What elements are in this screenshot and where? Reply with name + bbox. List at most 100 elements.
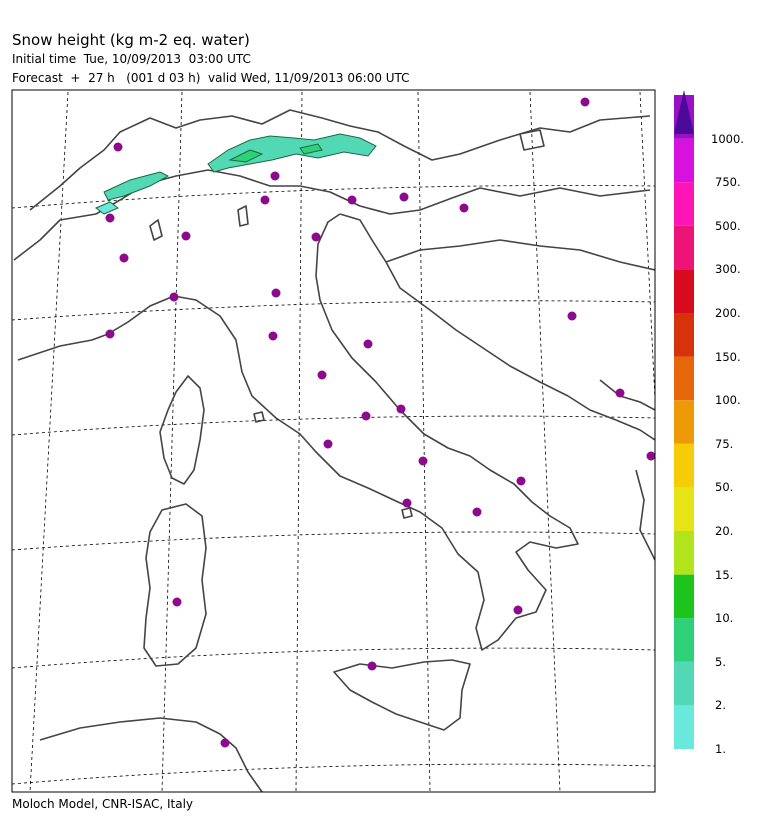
station-marker — [363, 339, 373, 349]
snow-patch — [95, 201, 119, 215]
meridian-line — [295, 91, 303, 792]
meridian-line — [29, 91, 69, 792]
legend-label: 500. — [715, 218, 741, 233]
station-marker — [472, 507, 482, 517]
station-marker — [396, 404, 406, 414]
graticule — [12, 91, 655, 792]
meridian-line — [417, 91, 431, 792]
legend-label: 750. — [715, 175, 741, 190]
station-marker — [567, 311, 577, 321]
station-marker — [513, 605, 523, 615]
legend-swatch — [674, 400, 694, 444]
legend-label: 1. — [715, 742, 726, 756]
station-marker — [311, 232, 321, 242]
station-marker — [113, 142, 123, 152]
sardinia-coastline — [143, 503, 207, 667]
lake-outline — [519, 129, 545, 151]
legend-swatch — [674, 313, 694, 357]
station-marker — [459, 203, 469, 213]
station-marker — [181, 231, 191, 241]
italy-coastline — [107, 213, 579, 651]
station-marker — [119, 253, 129, 263]
station-marker — [367, 661, 377, 671]
legend-swatch — [674, 574, 694, 619]
corsica-coastline — [159, 375, 205, 485]
legend-label: 75. — [715, 436, 734, 451]
station-marker — [172, 597, 182, 607]
snow-cover — [95, 133, 377, 215]
border-line — [29, 185, 61, 211]
station-marker — [169, 292, 179, 302]
legend-label: 50. — [715, 480, 734, 495]
station-marker — [418, 456, 428, 466]
legend-label: 1000. — [711, 131, 744, 146]
station-marker — [105, 213, 115, 223]
island-coastline — [253, 411, 265, 423]
legend-swatch — [674, 356, 694, 401]
coastlines — [13, 109, 655, 792]
legend-label: 150. — [715, 349, 741, 364]
legend-swatch — [674, 705, 694, 749]
border-line — [13, 213, 97, 261]
station-marker — [260, 195, 270, 205]
station-marker — [270, 171, 280, 181]
legend-label: 10. — [715, 611, 734, 626]
station-marker — [323, 439, 333, 449]
station-marker — [271, 288, 281, 298]
station-marker — [220, 738, 230, 748]
parallel-line — [12, 185, 655, 209]
legend-top-arrow — [674, 90, 694, 134]
africa-coastline — [39, 717, 263, 792]
legend-swatch — [674, 531, 694, 575]
legend-label: 5. — [715, 654, 726, 669]
legend-swatch — [674, 487, 694, 531]
map-title: Snow height (kg m-2 eq. water) — [12, 31, 250, 49]
legend-swatch — [674, 138, 694, 183]
border-line — [95, 169, 651, 215]
stations — [105, 97, 655, 748]
legend-swatch — [674, 443, 694, 488]
station-marker — [399, 192, 409, 202]
legend-swatch — [674, 182, 694, 226]
station-marker — [268, 331, 278, 341]
station-marker — [361, 411, 371, 421]
border-line — [635, 469, 655, 561]
initial-time-label: Initial time Tue, 10/09/2013 03:00 UTC — [12, 52, 251, 66]
legend-swatch — [674, 269, 694, 313]
map-frame — [11, 89, 656, 793]
legend-swatch — [674, 225, 694, 270]
island-coastline — [401, 507, 413, 519]
snow-patch — [207, 133, 377, 173]
parallel-line — [12, 531, 655, 551]
parallel-line — [12, 415, 655, 436]
parallel-line — [12, 763, 655, 785]
sicily-coastline — [333, 659, 471, 731]
legend-label: 15. — [715, 567, 734, 582]
parallel-line — [12, 647, 655, 669]
station-marker — [105, 329, 115, 339]
snow-patch — [103, 171, 170, 201]
meridian-line — [529, 91, 561, 792]
station-marker — [615, 388, 625, 398]
station-marker — [402, 498, 412, 508]
legend-label: 2. — [715, 698, 726, 713]
snow-patch — [228, 149, 264, 163]
station-marker — [646, 451, 655, 461]
meridian-line — [161, 91, 183, 792]
forecast-validity-label: Forecast + 27 h (001 d 03 h) valid Wed, … — [12, 71, 410, 85]
station-marker — [516, 476, 526, 486]
legend-swatch — [674, 618, 694, 662]
legend-label: 300. — [715, 262, 741, 277]
model-credit: Moloch Model, CNR-ISAC, Italy — [12, 797, 194, 811]
border-line — [599, 379, 655, 411]
station-marker — [347, 195, 357, 205]
border-line — [385, 239, 655, 271]
parallel-line — [12, 300, 655, 321]
border-line — [17, 333, 109, 361]
legend-swatch — [674, 661, 694, 706]
station-marker — [580, 97, 590, 107]
legend-label: 200. — [715, 306, 741, 320]
station-marker — [317, 370, 327, 380]
